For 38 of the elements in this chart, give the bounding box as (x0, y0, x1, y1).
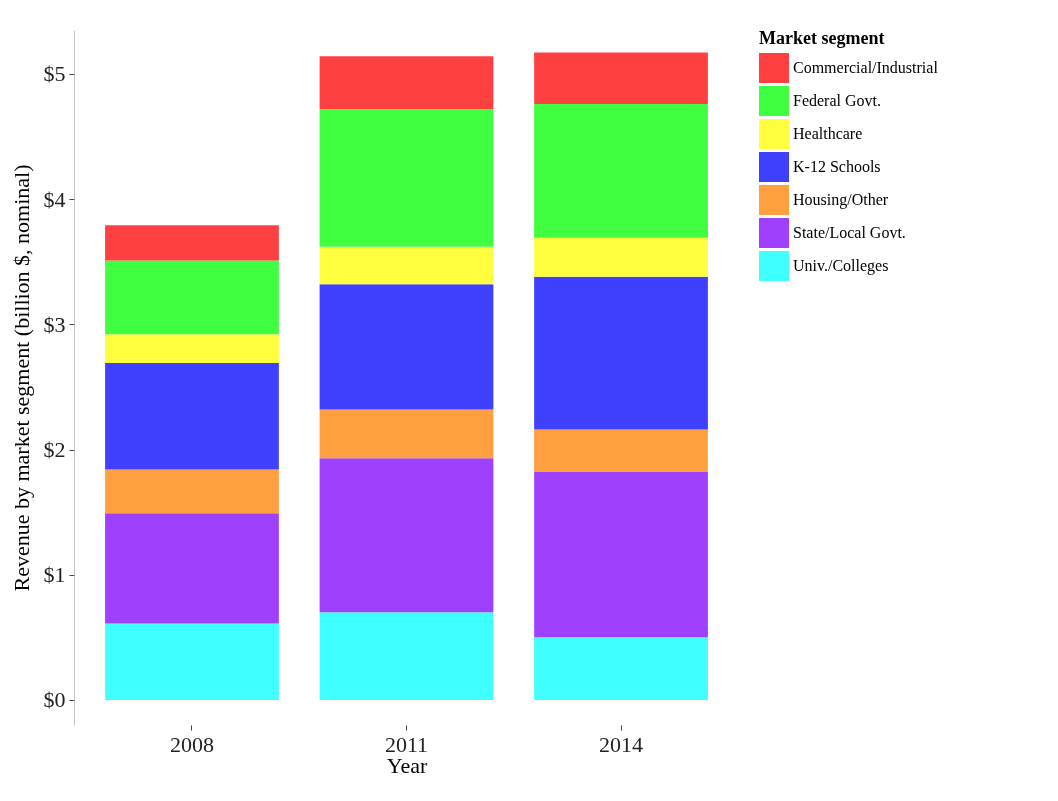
bar (105, 469, 279, 514)
legend-title: Market segment (759, 28, 885, 48)
bar (319, 284, 494, 410)
bar (105, 623, 279, 700)
y-tick-label: $0 (43, 687, 66, 713)
bar (534, 429, 708, 473)
bar (534, 52, 708, 104)
legend-label: K-12 Schools (793, 158, 881, 175)
bar (534, 103, 708, 238)
y-tick-label: $1 (43, 562, 66, 588)
y-tick-label: $2 (43, 437, 66, 462)
bar (534, 237, 708, 277)
bar (319, 56, 494, 109)
y-tick-label: $4 (43, 186, 66, 212)
legend-label: Commercial/Industrial (793, 59, 939, 76)
legend-label: Federal Govt. (793, 92, 881, 109)
bar (319, 246, 494, 285)
bar (534, 637, 708, 700)
bar (105, 513, 279, 624)
legend-label: Housing/Other (793, 191, 889, 209)
y-tick-label: $5 (43, 61, 66, 87)
bar (105, 260, 279, 335)
y-axis-title: Revenue by market segment (billion $, nominal) (8, 164, 34, 592)
x-tick-label: 2008 (169, 731, 214, 757)
bar (319, 612, 494, 700)
bar (105, 334, 279, 364)
bar (534, 472, 708, 638)
bar (319, 108, 494, 247)
legend-label: Healthcare (793, 125, 863, 142)
legend-label: State/Local Govt. (793, 224, 906, 241)
bar (534, 276, 708, 430)
bar (105, 225, 279, 261)
y-tick-label: $3 (43, 311, 66, 337)
bar (319, 458, 494, 613)
bar (319, 409, 494, 459)
x-tick-label: 2014 (599, 731, 644, 757)
legend-label: Univ./Colleges (793, 257, 889, 275)
bar (105, 363, 279, 470)
